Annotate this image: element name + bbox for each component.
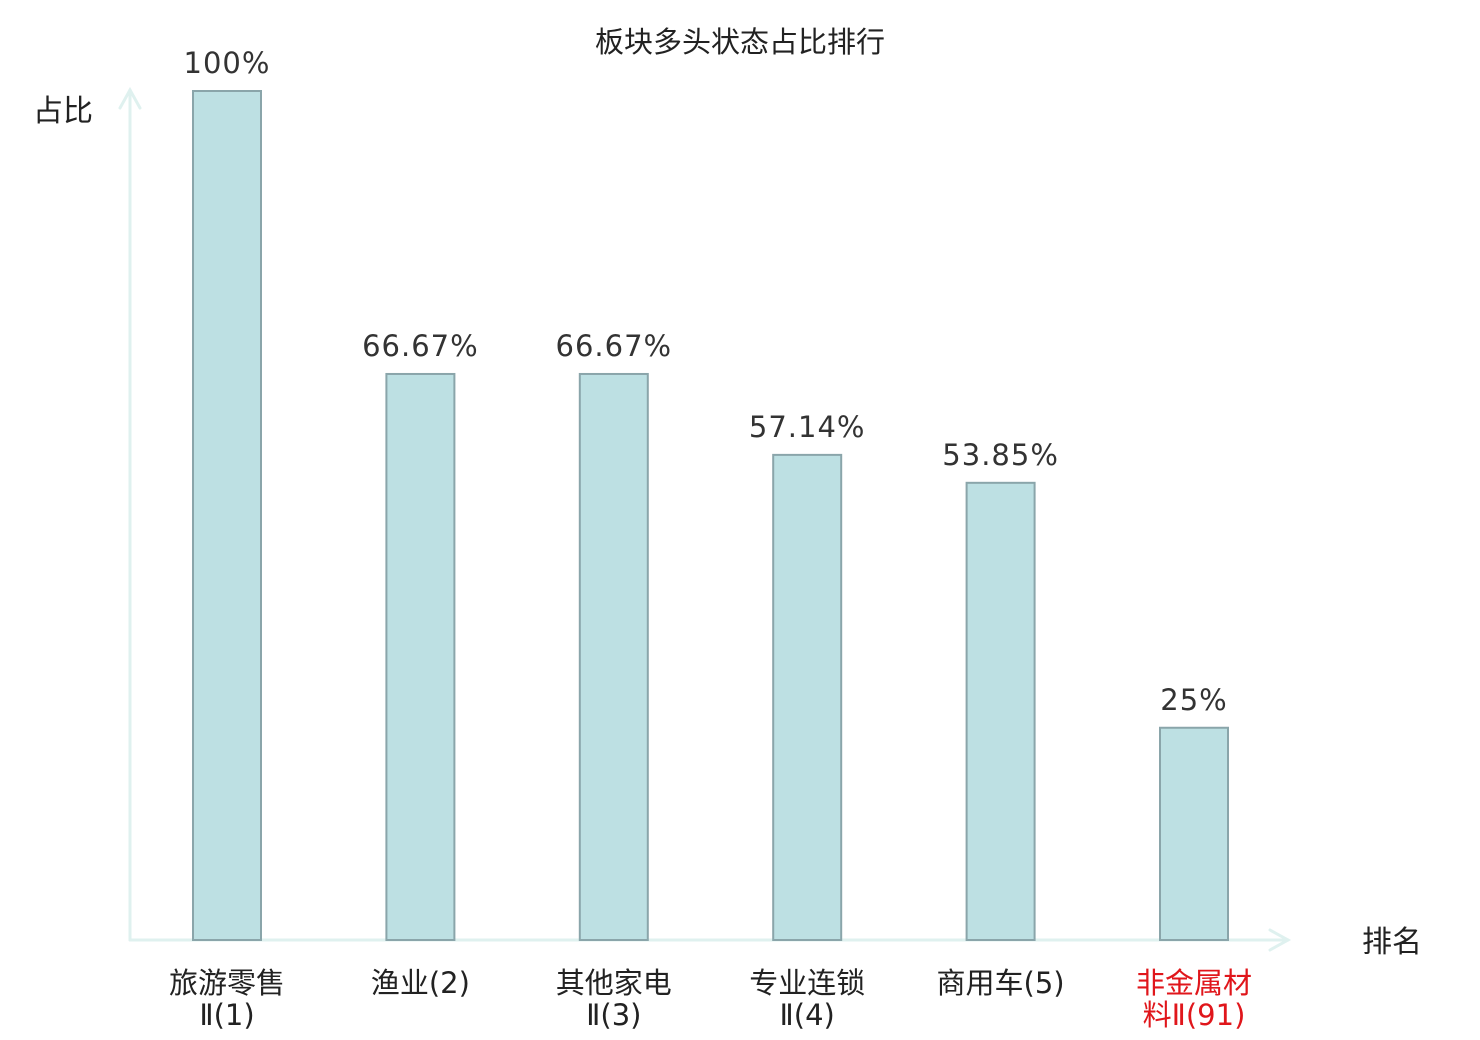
x-axis-arrow (1268, 928, 1292, 952)
category-label-line: 料Ⅱ(91) (1143, 998, 1246, 1032)
category-label: 其他家电 Ⅱ(3) (556, 966, 672, 1032)
bar (1159, 726, 1229, 941)
bar (772, 453, 843, 941)
axes (118, 86, 1292, 952)
bar (192, 90, 262, 941)
x-axis-title: 排名 (1362, 925, 1422, 960)
category-label-line: 非金属材 (1136, 966, 1252, 1000)
category-label-line: 其他家电 (556, 966, 672, 1000)
category-label: 商用车(5) (937, 966, 1065, 1000)
bar (578, 372, 649, 942)
chart-title: 板块多头状态占比排行 (595, 25, 885, 59)
category-label-line: 渔业(2) (371, 966, 470, 1000)
bar-value-label: 25% (1160, 683, 1227, 717)
bar-value-label: 57.14% (749, 410, 866, 444)
category-label: 渔业(2) (371, 966, 470, 1000)
bars (192, 90, 1229, 942)
value-labels: 100% 66.67% 66.67% 57.14% 53.85% 25% (184, 46, 1227, 717)
y-axis-arrow (118, 86, 142, 110)
category-label-line: 专业连锁 (749, 966, 865, 1000)
bar-value-label: 66.67% (556, 329, 673, 363)
category-label-line: Ⅱ(1) (199, 998, 254, 1032)
category-label-line: 旅游零售 (169, 966, 285, 1000)
category-label: 旅游零售 Ⅱ(1) (169, 966, 285, 1032)
bar (965, 481, 1036, 941)
category-label-line: 商用车(5) (937, 966, 1065, 1000)
category-labels: 旅游零售 Ⅱ(1) 渔业(2) 其他家电 Ⅱ(3) 专业连锁 Ⅱ(4) 商用车(5) 非金属材料… (169, 966, 1252, 1032)
category-label-line: Ⅱ(4) (780, 998, 835, 1032)
bar-value-label: 53.85% (942, 438, 1059, 472)
bar-value-label: 100% (184, 46, 271, 80)
category-label-line: Ⅱ(3) (586, 998, 641, 1032)
bar-value-label: 66.67% (362, 329, 479, 363)
category-label: 专业连锁 Ⅱ(4) (749, 966, 865, 1032)
y-axis-title: 占比 (33, 94, 93, 129)
bar (385, 372, 456, 942)
category-label: 非金属材料Ⅱ(91) (1136, 966, 1252, 1032)
